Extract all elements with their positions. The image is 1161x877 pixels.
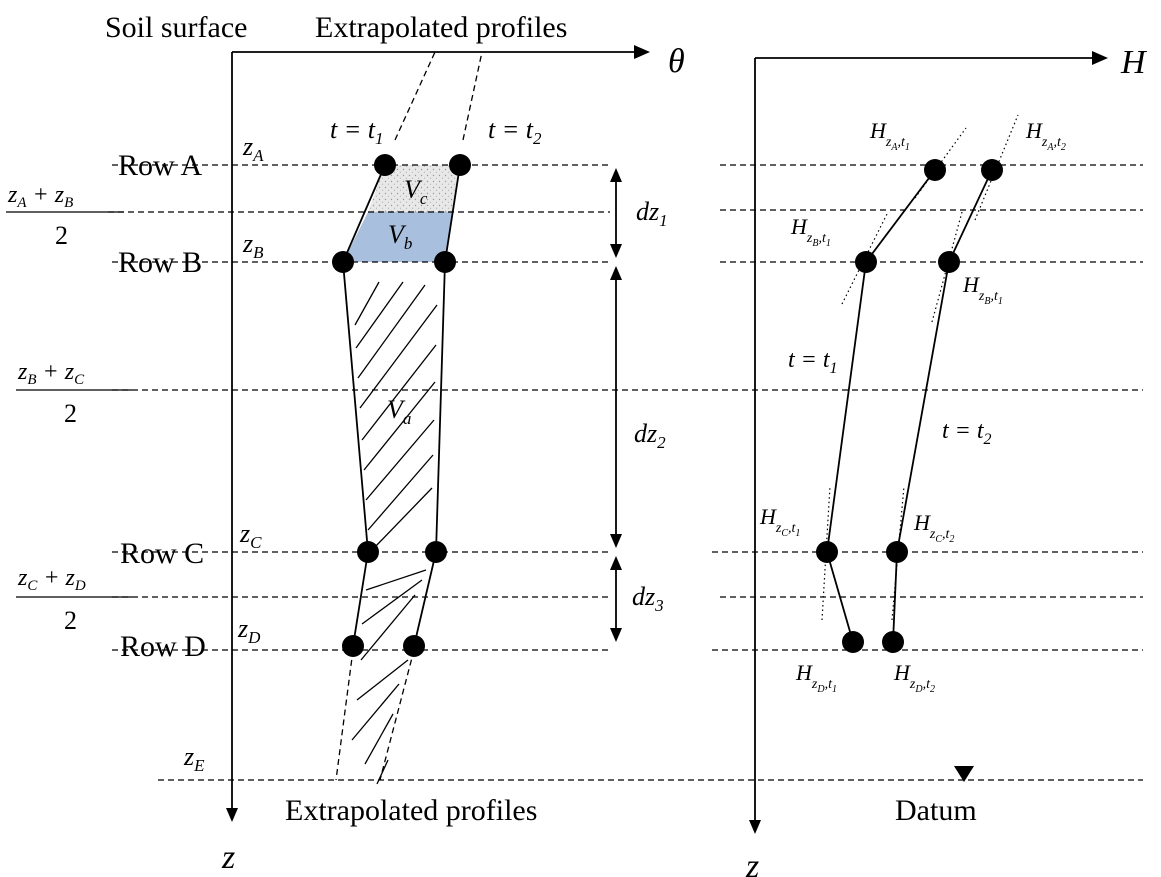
vc-label: Vc: [404, 175, 428, 208]
svg-text:zA + zB: zA + zB: [7, 182, 73, 211]
h-label-a-t2: HzA,t2: [1025, 118, 1066, 153]
left-panel: Soil surface Extrapolated profiles θ z E…: [6, 11, 685, 876]
svg-text:2: 2: [64, 399, 77, 428]
vc-region: [368, 165, 460, 212]
h-label-c-t2: HzC,t2: [913, 510, 954, 545]
h-label-b-t1: HzB,t1: [790, 214, 831, 249]
head-point-a-t2: [981, 159, 1003, 181]
tangent-a-t2: [974, 114, 1019, 221]
point-a-t2: [449, 154, 471, 176]
z-axis-left-arrow: [226, 808, 238, 822]
dz2-label: dz2: [634, 419, 666, 452]
va-label: Va: [387, 395, 411, 428]
head-time-t2-label: t = t2: [942, 418, 992, 448]
row-b-label: Row B: [118, 246, 202, 279]
row-a-label: Row A: [118, 149, 203, 182]
head-point-d-t2: [882, 631, 904, 653]
h-label-c-t1: HzC,t1: [759, 504, 800, 539]
frac-ab: zA + zB 2: [6, 182, 124, 250]
svg-text:zB + zC: zB + zC: [17, 359, 85, 388]
dz1-label: dz1: [636, 197, 668, 230]
extrap-bottom-t1: [335, 649, 354, 781]
svg-text:2: 2: [64, 606, 77, 635]
vb-label: Vb: [388, 220, 412, 253]
head-point-b-t2: [938, 251, 960, 273]
tangent-b-t2: [931, 211, 963, 323]
h-label-a-t1: HzA,t1: [869, 118, 910, 153]
z-axis-left-label: z: [221, 839, 235, 876]
time-t2-label: t = t2: [488, 115, 542, 148]
theta-axis-label: θ: [668, 43, 685, 80]
extrapolated-profiles-top-label: Extrapolated profiles: [315, 11, 567, 44]
head-point-c-t1: [816, 541, 838, 563]
head-point-b-t1: [855, 251, 877, 273]
h-axis-arrow: [1092, 51, 1108, 65]
head-profile-t2: [892, 169, 993, 643]
depth-gridlines: [108, 164, 1143, 781]
h-label-b-t1-right: HzB,t1: [962, 272, 1003, 307]
time-t1-label: t = t1: [330, 115, 384, 148]
z-d-label: zD: [237, 614, 261, 647]
soil-surface-label: Soil surface: [105, 11, 247, 44]
extrap-top-t2: [462, 51, 483, 141]
z-axis-right-label: z: [745, 848, 759, 877]
head-point-a-t1: [924, 159, 946, 181]
datum-triangle: [954, 766, 974, 782]
theta-axis-arrow: [634, 45, 650, 59]
head-point-c-t2: [886, 541, 908, 563]
z-c-label: zC: [239, 519, 262, 552]
svg-text:2: 2: [55, 221, 68, 250]
extrapolated-profiles-bottom-label: Extrapolated profiles: [285, 794, 537, 827]
vb-region: [343, 212, 452, 262]
dz3-label: dz3: [632, 582, 664, 615]
z-axis-right-arrow: [749, 820, 761, 834]
datum-label: Datum: [895, 794, 977, 827]
va-hatching: [351, 281, 438, 785]
frac-bc: zB + zC 2: [16, 359, 132, 428]
head-time-t1-label: t = t1: [788, 347, 838, 377]
z-b-label: zB: [242, 229, 264, 262]
tangent-a-t1: [914, 127, 967, 199]
point-d-t2: [403, 635, 425, 657]
head-point-d-t1: [842, 631, 864, 653]
row-c-label: Row C: [120, 537, 204, 570]
z-e-label: zE: [183, 742, 205, 775]
point-d-t1: [342, 635, 364, 657]
h-axis-label: H: [1120, 44, 1148, 81]
extrap-top-t1: [394, 51, 436, 141]
extrap-bottom-t2: [379, 649, 415, 781]
head-profile-t1: [826, 169, 936, 643]
h-label-d-t2: HzD,t2: [893, 660, 935, 695]
row-d-label: Row D: [120, 630, 206, 663]
tangent-b-t1: [841, 211, 889, 305]
right-panel: H z Datum t = t1 t = t2 HzA,t1 HzA,t2 Hz…: [745, 44, 1148, 877]
dz-arrows: [610, 168, 622, 642]
z-a-label: zA: [242, 132, 264, 165]
profile-t1: [342, 164, 386, 647]
svg-text:zC + zD: zC + zD: [17, 565, 86, 594]
frac-cd: zC + zD 2: [16, 565, 132, 635]
h-label-d-t1: HzD,t1: [795, 660, 837, 695]
profile-t2: [413, 164, 461, 647]
